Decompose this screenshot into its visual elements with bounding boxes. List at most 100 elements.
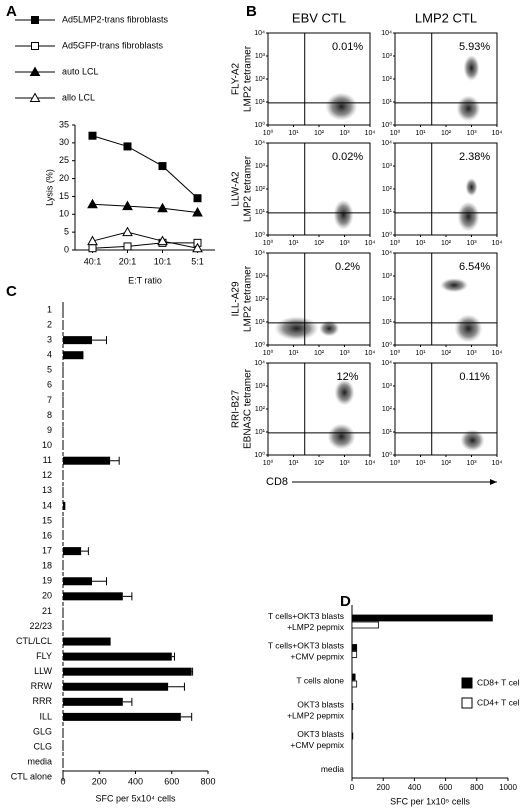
y-tick-label: 10² (255, 76, 266, 83)
y-tick-label: 10⁴ (254, 360, 265, 367)
y-tick-label: 10² (382, 296, 393, 303)
marker (157, 202, 168, 213)
x-tick-label: 10⁴ (365, 240, 376, 247)
cell-cluster (327, 423, 356, 450)
marker (29, 92, 41, 102)
marker (192, 206, 203, 217)
cell-cluster (334, 379, 355, 406)
x-tick-label: 10⁰ (263, 129, 274, 137)
x-tick-label: 10² (441, 240, 452, 247)
error-bar (171, 652, 175, 661)
y-tick-label: 10 (59, 209, 69, 219)
y-tick-label: 10⁴ (381, 250, 392, 257)
y-tick-label: 10¹ (382, 429, 393, 436)
category-label: 8 (47, 410, 52, 420)
cell-cluster (325, 92, 358, 121)
y-tick-label: 10³ (382, 53, 393, 60)
category-label: CTL/LCL (16, 636, 52, 646)
bar (351, 673, 356, 681)
y-tick-label: 10² (382, 406, 393, 413)
axis (351, 605, 508, 779)
marker (29, 66, 41, 76)
y-tick-label: 10⁰ (254, 121, 265, 129)
cell-cluster (457, 201, 480, 232)
x-tick-label: 400 (408, 783, 422, 792)
category-label: CTL alone (11, 772, 52, 782)
y-tick-label: 10⁴ (381, 140, 392, 147)
y-tick-label: 10² (255, 296, 266, 303)
category-label: +LMP2 pepmix (287, 622, 345, 632)
row-label: RRI-B27 (231, 389, 242, 428)
x-tick-label: 10:1 (154, 256, 172, 266)
error-bar (110, 456, 120, 465)
x-tick-label: 10⁴ (365, 460, 376, 467)
y-tick-label: 10⁴ (254, 250, 265, 257)
bar (63, 351, 83, 360)
marker (88, 131, 97, 140)
y-tick-label: 30 (59, 137, 69, 147)
category-label: 5 (47, 365, 52, 375)
x-tick-label: 20:1 (119, 256, 137, 266)
y-tick-label: 10² (382, 186, 393, 193)
category-label: +CMV pepmix (290, 651, 344, 661)
category-label: +LMP2 pepmix (287, 710, 345, 720)
x-tick-label: 600 (439, 783, 453, 792)
x-tick-label: 10³ (339, 460, 350, 467)
x-tick-label: 10⁴ (492, 350, 503, 357)
x-tick-label: 10⁴ (365, 350, 376, 357)
category-label: 6 (47, 380, 52, 390)
cell-cluster (463, 54, 480, 81)
x-tick-label: 10¹ (415, 460, 426, 467)
category-label: GLG (33, 726, 52, 736)
y-tick-label: 35 (59, 119, 69, 129)
y-tick-label: 10⁰ (254, 341, 265, 349)
y-tick-label: 10³ (255, 163, 266, 170)
category-label: T cells alone (296, 675, 344, 685)
legend-label: CD8+ T cells (477, 677, 520, 687)
x-tick-label: 10¹ (288, 350, 299, 357)
category-label: LLW (34, 666, 52, 676)
y-tick-label: 10² (382, 76, 393, 83)
x-tick-label: 10³ (339, 130, 350, 137)
marker (192, 242, 203, 253)
quadrant-percent: 6.54% (459, 261, 490, 273)
category-label: 1 (47, 304, 52, 314)
error-bar (191, 667, 194, 676)
y-tick-label: 10³ (382, 383, 393, 390)
y-tick-label: 10¹ (255, 429, 266, 436)
category-label: OKT3 blasts (297, 699, 344, 709)
x-tick-label: 10² (441, 350, 452, 357)
category-label: ILL (39, 711, 52, 721)
category-label: CLG (33, 741, 52, 751)
x-tick-label: 10² (441, 130, 452, 137)
x-tick-label: 10⁰ (263, 349, 274, 357)
error-bar (81, 547, 89, 556)
x-tick-label: 10¹ (288, 240, 299, 247)
x-tick-label: 10² (441, 460, 452, 467)
category-label: 16 (42, 530, 52, 540)
cell-cluster (440, 278, 469, 293)
bar (63, 547, 82, 556)
quadrant-percent: 0.01% (332, 41, 363, 53)
marker (122, 200, 133, 211)
y-tick-label: 10¹ (382, 99, 393, 106)
y-tick-label: 10⁴ (254, 30, 265, 37)
x-axis-label: SFC per 1x10⁵ cells (390, 796, 470, 806)
x-tick-label: 10¹ (288, 130, 299, 137)
bar (63, 456, 111, 465)
y-tick-label: 10¹ (255, 209, 266, 216)
x-tick-label: 10⁰ (263, 459, 274, 467)
y-tick-label: 5 (64, 227, 69, 237)
row-label: LMP2 tetramer (243, 45, 254, 112)
y-tick-label: 20 (59, 173, 69, 183)
bar (351, 614, 493, 622)
category-label: 10 (42, 440, 52, 450)
marker (123, 142, 132, 151)
category-label: 20 (42, 591, 52, 601)
category-label: 15 (42, 515, 52, 525)
y-tick-label: 10² (255, 186, 266, 193)
category-label: media (27, 756, 52, 766)
bar (63, 652, 172, 661)
marker (193, 194, 202, 203)
legend-label: CD4+ T cells (477, 697, 520, 707)
